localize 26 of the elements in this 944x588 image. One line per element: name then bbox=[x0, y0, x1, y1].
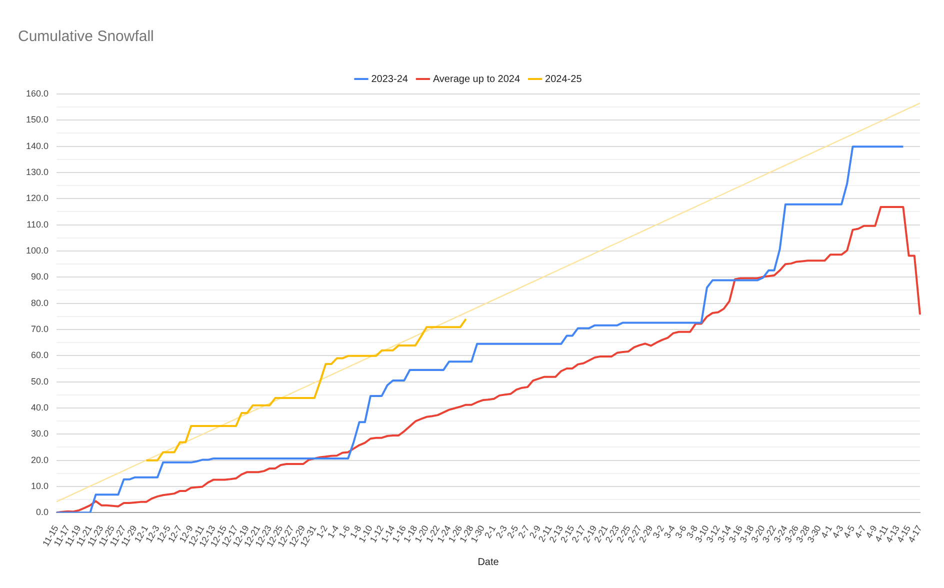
y-tick-label: 110.0 bbox=[26, 219, 49, 230]
legend-label: Average up to 2024 bbox=[432, 74, 520, 85]
legend-label: 2023-24 bbox=[371, 74, 408, 85]
x-tick-label: 2-7 bbox=[516, 524, 532, 540]
y-tick-label: 40.0 bbox=[30, 402, 49, 412]
legend-label: 2024-25 bbox=[545, 74, 582, 85]
y-tick-label: 150.0 bbox=[26, 114, 49, 125]
x-tick-label: 1-6 bbox=[336, 524, 352, 540]
y-tick-label: 0.0 bbox=[36, 507, 49, 518]
chart-title: Cumulative Snowfall bbox=[18, 28, 154, 46]
y-tick-label: 160.0 bbox=[26, 88, 49, 98]
y-tick-label: 80.0 bbox=[30, 298, 49, 308]
y-tick-label: 100.0 bbox=[26, 245, 49, 256]
x-axis-title: Date bbox=[478, 556, 500, 568]
y-tick-label: 50.0 bbox=[30, 376, 49, 386]
y-tick-label: 90.0 bbox=[30, 272, 49, 282]
x-tick-label: 4-1 bbox=[819, 524, 834, 540]
y-tick-label: 60.0 bbox=[30, 350, 49, 360]
y-tick-label: 30.0 bbox=[30, 428, 49, 439]
y-tick-label: 140.0 bbox=[26, 140, 49, 151]
y-tick-label: 120.0 bbox=[26, 193, 49, 204]
y-tick-label: 130.0 bbox=[26, 166, 49, 177]
y-tick-label: 70.0 bbox=[30, 324, 49, 334]
x-tick-label: 4-7 bbox=[852, 524, 868, 540]
y-tick-label: 10.0 bbox=[30, 480, 49, 491]
y-tick-label: 20.0 bbox=[30, 454, 49, 465]
